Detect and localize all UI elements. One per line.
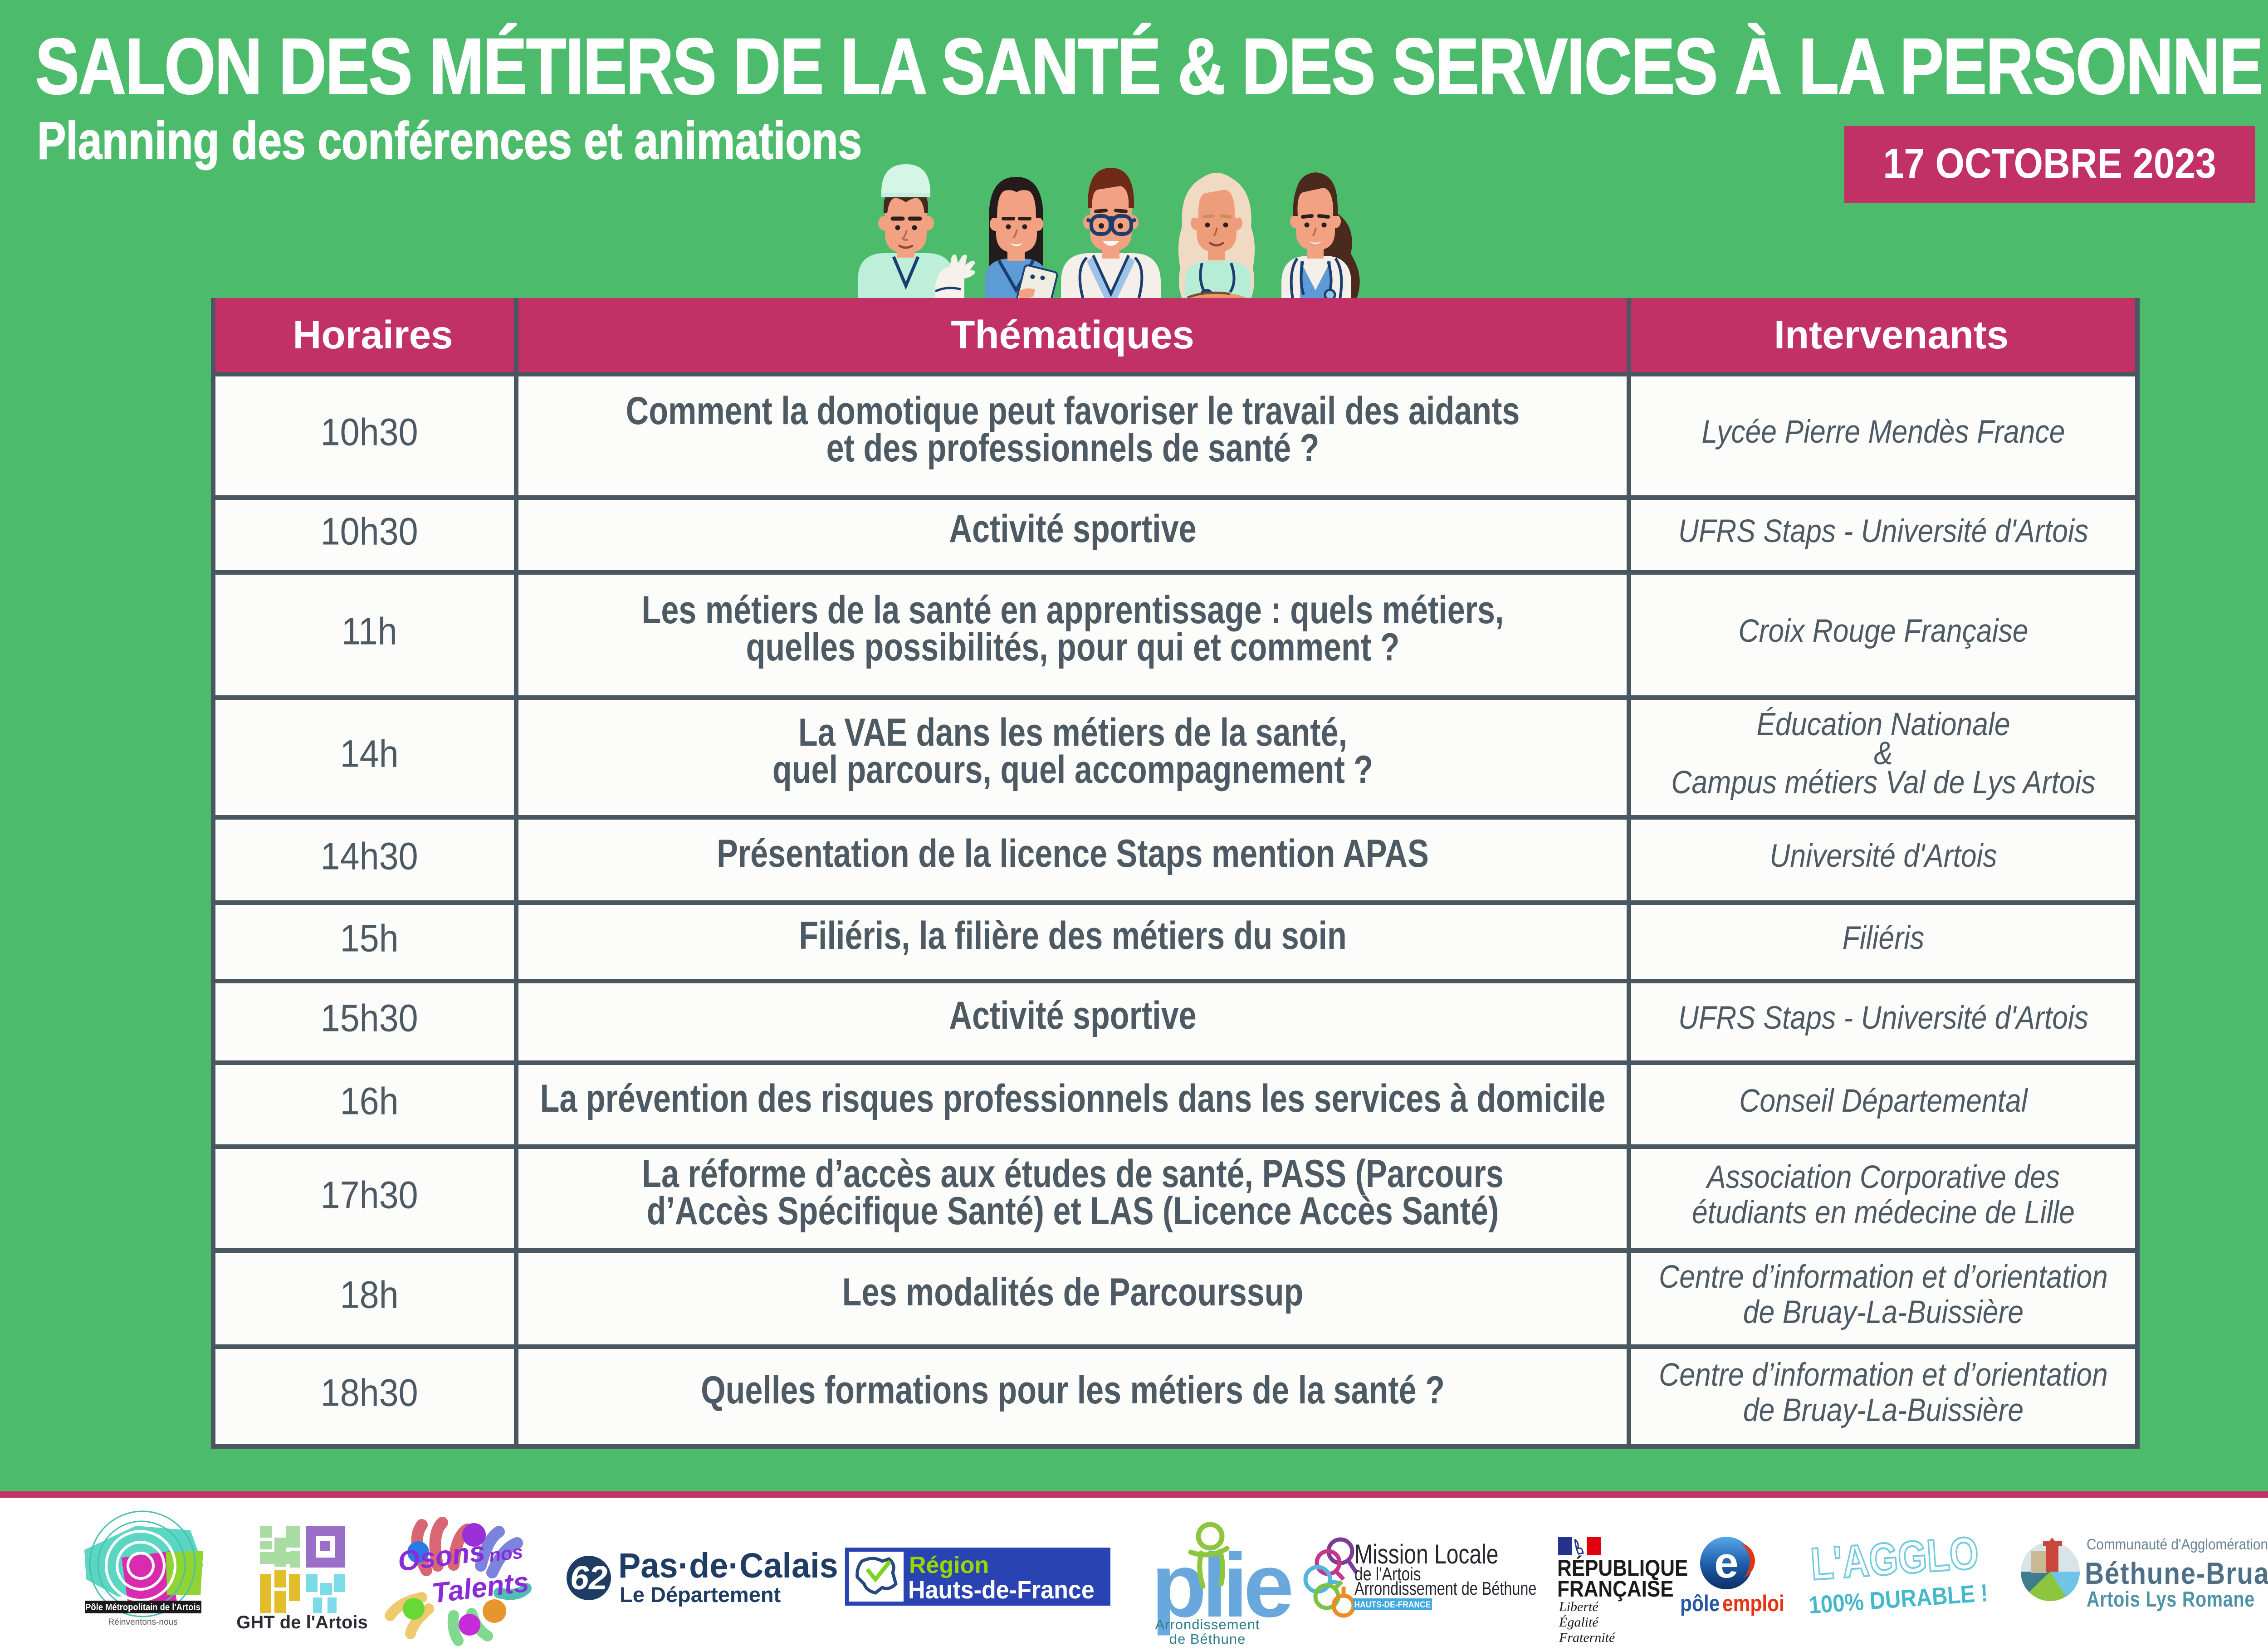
svg-text:nos: nos [488,1541,524,1566]
svg-text:Région: Région [909,1552,989,1578]
svg-text:de l'Artois: de l'Artois [1354,1563,1421,1584]
svg-text:L'AGGLO: L'AGGLO [1809,1528,1980,1590]
svg-text:Pôle Métropolitain de l'Artois: Pôle Métropolitain de l'Artois [85,1602,200,1612]
svg-text:pôle: pôle [1680,1591,1720,1616]
svg-text:Béthune-Bruay: Béthune-Bruay [2085,1557,2268,1591]
svg-text:Le Département: Le Département [620,1583,781,1607]
svg-text:FRANÇAISE: FRANÇAISE [1557,1576,1674,1601]
svg-text:de Béthune: de Béthune [1169,1631,1246,1647]
svg-text:HAUTS-DE-FRANCE: HAUTS-DE-FRANCE [1354,1599,1431,1609]
svg-text:emploi: emploi [1722,1591,1784,1616]
svg-text:Fraternité: Fraternité [1559,1630,1616,1645]
svg-text:Mission Locale: Mission Locale [1354,1539,1498,1569]
svg-text:Liberté: Liberté [1559,1599,1599,1614]
svg-text:62: 62 [570,1559,607,1597]
svg-text:Artois Lys Romane: Artois Lys Romane [2087,1587,2255,1612]
svg-text:Osons: Osons [396,1536,487,1578]
svg-text:Arrondissement de Béthune: Arrondissement de Béthune [1354,1578,1536,1598]
svg-text:Communauté d'Agglomération: Communauté d'Agglomération [2087,1536,2268,1553]
svg-text:Pas·de·Calais: Pas·de·Calais [618,1546,838,1585]
svg-text:Réinventons-nous: Réinventons-nous [108,1617,177,1627]
svg-text:Hauts-de-France: Hauts-de-France [908,1576,1095,1604]
svg-text:GHT de l'Artois: GHT de l'Artois [236,1612,368,1632]
svg-text:Talents: Talents [430,1566,531,1609]
svg-text:Arrondissement: Arrondissement [1155,1617,1260,1632]
svg-text:e: e [1714,1539,1738,1587]
svg-text:Égalité: Égalité [1559,1615,1599,1630]
svg-text:RÉPUBLIQUE: RÉPUBLIQUE [1557,1555,1688,1580]
